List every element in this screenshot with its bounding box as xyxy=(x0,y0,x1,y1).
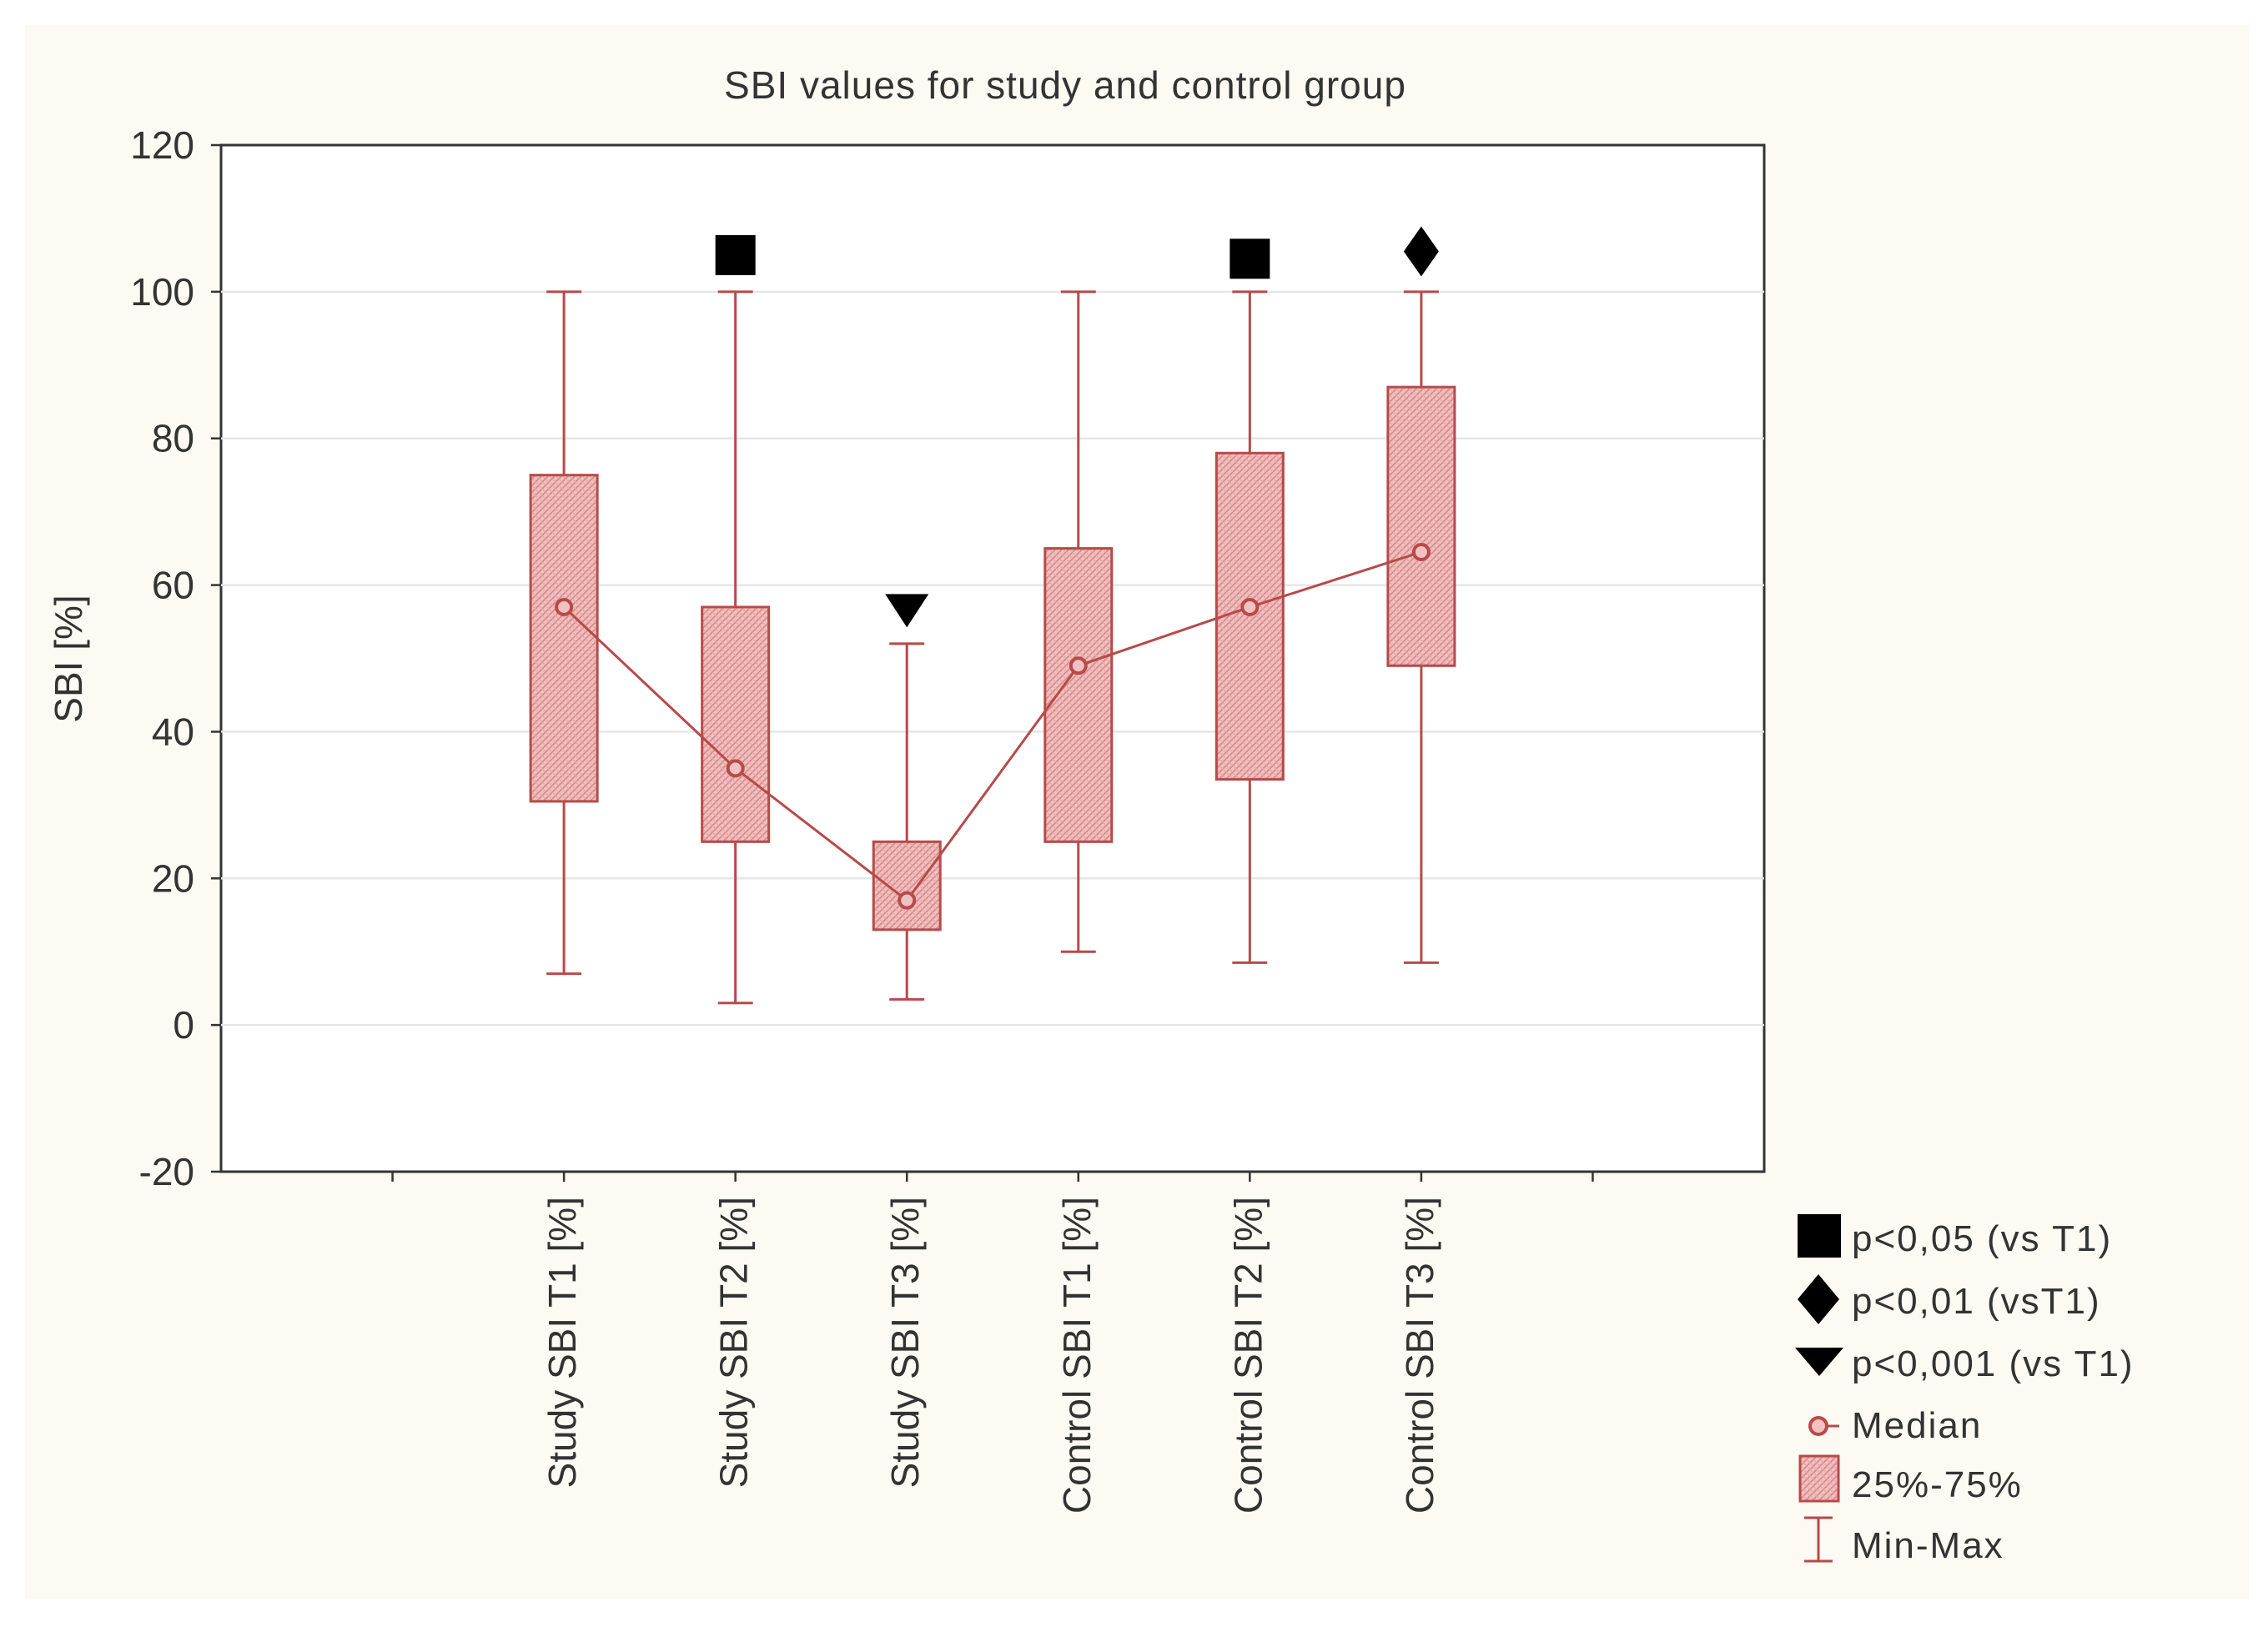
legend-whisker-swatch xyxy=(1804,1516,1833,1563)
category-label-1: Study SBI T1 [%] xyxy=(541,1197,584,1488)
legend-label-minmax: Min-Max xyxy=(1852,1525,2004,1566)
legend-square-swatch xyxy=(1798,1214,1841,1258)
legend-label-p001: p<0,01 (vsT1) xyxy=(1852,1281,2101,1322)
legend-label-median: Median xyxy=(1852,1405,1982,1446)
chart-frame: SBI values for study and control group -… xyxy=(25,25,2249,1599)
legend-median-swatch xyxy=(1808,1416,1839,1436)
median-marker-5 xyxy=(1240,597,1260,616)
y-tick-label-20: 20 xyxy=(152,856,194,900)
median-marker-3 xyxy=(898,891,917,910)
sig-square-marker-1 xyxy=(715,234,756,275)
legend-label-p005: p<0,05 (vs T1) xyxy=(1852,1218,2112,1259)
median-marker-2 xyxy=(726,759,745,778)
y-tick-label-100: 100 xyxy=(130,270,194,314)
sig-diamond-marker-4 xyxy=(1403,226,1439,277)
sig-triangle-marker-2 xyxy=(885,594,929,628)
y-axis-label: SBI [%] xyxy=(47,595,90,722)
x-axis-ticks xyxy=(391,1172,1594,1182)
y-tick-label-80: 80 xyxy=(152,417,194,460)
boxplot-chart: SBI values for study and control group -… xyxy=(47,63,2135,1566)
y-tick-label--20: -20 xyxy=(139,1150,194,1193)
median-marker-6 xyxy=(1411,543,1431,562)
legend-triangle-swatch xyxy=(1795,1348,1843,1376)
category-label-2: Study SBI T2 [%] xyxy=(712,1197,756,1488)
iqr-box-2 xyxy=(701,605,771,843)
sig-square-marker-3 xyxy=(1230,239,1270,279)
y-tick-label-0: 0 xyxy=(173,1003,194,1047)
iqr-box-4 xyxy=(1043,547,1114,843)
legend-label-p0001: p<0,001 (vs T1) xyxy=(1852,1343,2135,1384)
y-axis-ticks: -20 0 20 40 60 80 100 120 xyxy=(130,123,221,1193)
y-tick-label-60: 60 xyxy=(152,564,194,607)
median-marker-1 xyxy=(555,597,574,616)
median-markers xyxy=(555,543,1431,910)
median-connector-line xyxy=(563,550,1422,902)
gridlines xyxy=(221,290,1764,1027)
category-label-3: Study SBI T3 [%] xyxy=(883,1197,927,1488)
iqr-box-3 xyxy=(872,840,942,932)
iqr-box-1 xyxy=(529,474,599,803)
significance-markers xyxy=(715,226,1439,628)
category-label-5: Control SBI T2 [%] xyxy=(1226,1197,1270,1514)
iqr-box-6 xyxy=(1386,385,1456,667)
category-labels: Study SBI T1 [%] Study SBI T2 [%] Study SB… xyxy=(541,1197,1441,1514)
plot-area xyxy=(219,143,1766,1173)
legend-diamond-swatch xyxy=(1798,1274,1839,1324)
legend: p<0,05 (vs T1) p<0,01 (vsT1) p<0,001 (vs… xyxy=(1795,1214,2135,1566)
chart-title: SBI values for study and control group xyxy=(724,63,1406,107)
category-label-4: Control SBI T1 [%] xyxy=(1055,1197,1099,1514)
category-label-6: Control SBI T3 [%] xyxy=(1398,1197,1441,1514)
legend-box-swatch xyxy=(1798,1454,1840,1503)
boxes xyxy=(529,385,1456,932)
y-tick-label-40: 40 xyxy=(152,710,194,753)
y-tick-label-120: 120 xyxy=(130,123,194,167)
median-marker-4 xyxy=(1069,656,1088,675)
legend-label-iqr: 25%-75% xyxy=(1852,1464,2023,1505)
